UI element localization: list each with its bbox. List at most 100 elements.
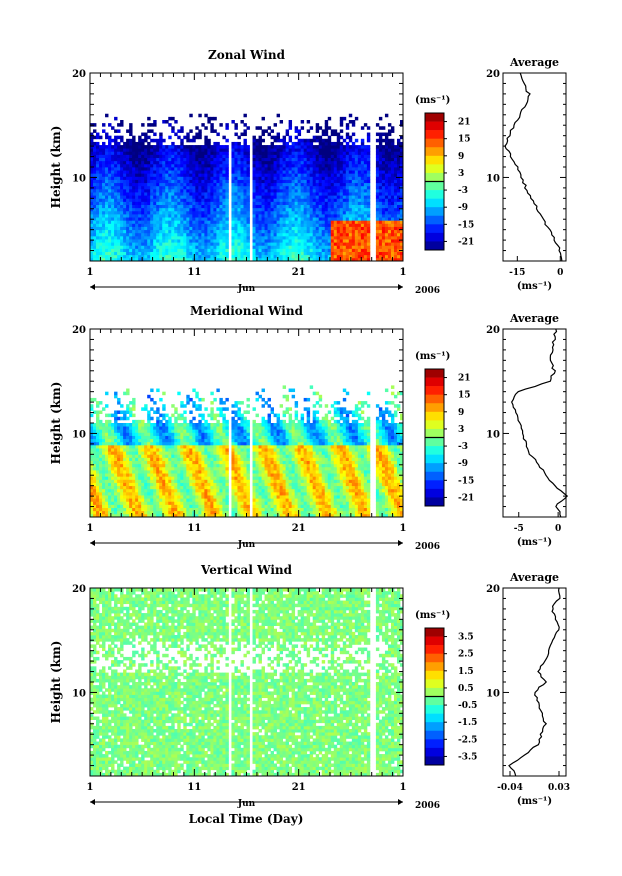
heatmap-cell: [120, 123, 124, 127]
heatmap-cell: [120, 176, 124, 180]
heatmap-cell: [174, 217, 178, 221]
heatmap-cell: [135, 485, 139, 490]
heatmap-cell: [321, 207, 326, 212]
heatmap-cell: [135, 491, 139, 496]
heatmap-cell: [153, 160, 157, 165]
heatmap-cell: [102, 407, 106, 411]
heatmap-cell: [336, 251, 341, 256]
heatmap-cell: [285, 204, 290, 209]
heatmap-cell: [234, 160, 238, 165]
heatmap-cell: [390, 204, 395, 209]
heatmap-cell: [282, 185, 287, 190]
heatmap-cell: [324, 254, 329, 259]
heatmap-cell: [339, 173, 344, 177]
heatmap-cell: [384, 223, 389, 227]
heatmap-cell: [162, 170, 166, 174]
heatmap-cell: [399, 170, 403, 174]
heatmap-cell: [129, 201, 133, 205]
heatmap-cell: [120, 192, 124, 196]
heatmap-cell: [396, 151, 401, 155]
heatmap-cell: [351, 217, 356, 221]
heatmap-cell: [93, 457, 97, 461]
heatmap-cell: [339, 160, 344, 165]
heatmap-cell: [396, 163, 401, 168]
heatmap-cell: [129, 210, 133, 215]
heatmap-cell: [162, 223, 166, 227]
heatmap-cell: [297, 251, 302, 256]
heatmap-cell: [276, 210, 281, 215]
heatmap-cell: [348, 195, 353, 199]
heatmap-cell: [321, 132, 326, 137]
heatmap-cell: [246, 220, 250, 224]
heatmap-cell: [132, 245, 136, 249]
heatmap-cell: [282, 210, 287, 215]
heatmap-cell: [183, 245, 187, 249]
heatmap-cell: [165, 157, 169, 162]
heatmap-cell: [153, 170, 157, 174]
heatmap-cell: [120, 495, 124, 499]
heatmap-cell: [378, 207, 383, 212]
heatmap-cell: [387, 229, 392, 234]
heatmap-cell: [396, 145, 401, 149]
heatmap-cell: [393, 242, 398, 246]
heatmap-cell: [243, 188, 247, 193]
heatmap-cell: [99, 479, 103, 483]
heatmap-cell: [123, 413, 127, 418]
heatmap-cell: [207, 214, 211, 218]
heatmap-cell: [135, 170, 139, 174]
heatmap-cell: [96, 413, 100, 418]
heatmap-cell: [129, 195, 133, 199]
heatmap-cell: [105, 204, 109, 209]
heatmap-cell: [141, 460, 145, 465]
heatmap-cell: [354, 220, 359, 224]
heatmap-cell: [189, 173, 193, 177]
heatmap-cell: [339, 217, 344, 221]
heatmap-cell: [393, 217, 398, 221]
heatmap-cell: [297, 138, 302, 143]
heatmap-cell: [177, 195, 181, 199]
heatmap-cell: [147, 145, 151, 149]
heatmap-cell: [96, 217, 100, 221]
heatmap-cell: [276, 220, 281, 224]
heatmap-cell: [195, 239, 199, 243]
heatmap-cell: [159, 173, 163, 177]
heatmap-cell: [270, 232, 274, 237]
heatmap-cell: [345, 220, 350, 224]
heatmap-cell: [357, 154, 362, 158]
heatmap-cell: [348, 201, 353, 205]
heatmap-cell: [243, 198, 247, 202]
heatmap-cell: [156, 435, 160, 440]
heatmap-cell: [342, 210, 347, 215]
heatmap-cell: [285, 145, 290, 149]
heatmap-cell: [381, 126, 386, 130]
heatmap-cell: [243, 201, 247, 205]
heatmap-cell: [165, 229, 169, 234]
heatmap-cell: [141, 451, 145, 455]
heatmap-cell: [384, 239, 389, 243]
heatmap-cell: [120, 210, 124, 215]
heatmap-cell: [126, 192, 130, 196]
heatmap-cell: [102, 479, 106, 483]
heatmap-cell: [237, 198, 241, 202]
heatmap-cell: [171, 145, 175, 149]
heatmap-cell: [381, 192, 386, 196]
heatmap-cell: [258, 188, 262, 193]
heatmap-cell: [126, 501, 130, 505]
heatmap-cell: [126, 173, 130, 177]
heatmap-cell: [186, 223, 190, 227]
heatmap-cell: [162, 220, 166, 224]
heatmap-cell: [132, 254, 136, 259]
heatmap-cell: [171, 210, 175, 215]
heatmap-cell: [111, 507, 115, 512]
heatmap-cell: [237, 188, 241, 193]
heatmap-cell: [147, 510, 151, 515]
heatmap-cell: [138, 135, 142, 140]
heatmap-cell: [243, 151, 247, 155]
heatmap-cell: [273, 239, 277, 243]
heatmap-cell: [375, 198, 380, 202]
heatmap-cell: [174, 176, 178, 180]
heatmap-cell: [96, 466, 100, 471]
heatmap-cell: [144, 132, 148, 137]
heatmap-cell: [117, 185, 121, 190]
heatmap-cell: [282, 167, 287, 171]
